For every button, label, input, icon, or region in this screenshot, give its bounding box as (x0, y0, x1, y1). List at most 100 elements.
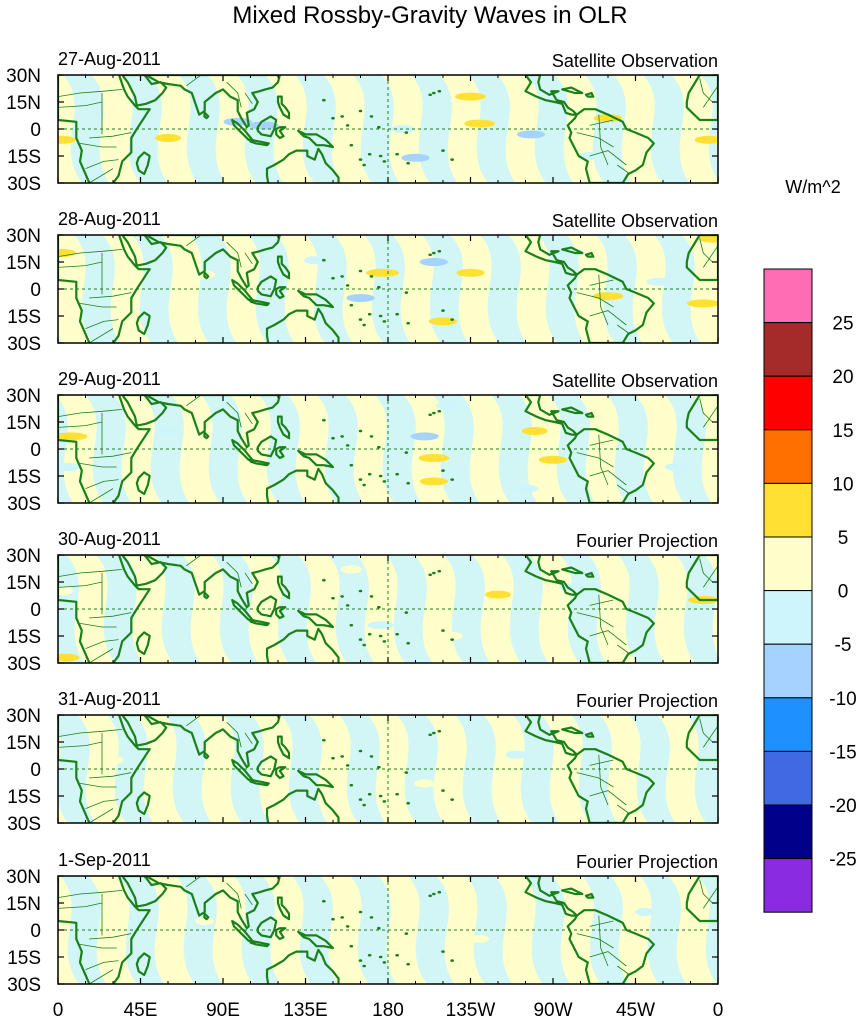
map-panel: 30N 15N 0 15S 30S 30-Aug-2011 Fourier Projecti… (6, 529, 719, 675)
x-tick-label: 180 (372, 1000, 404, 1021)
island (437, 89, 442, 93)
anomaly-blob (455, 92, 486, 101)
island (441, 950, 445, 953)
anomaly-blob (155, 134, 181, 142)
country-border (58, 249, 123, 257)
y-tick-label: 15S (7, 147, 41, 168)
anomaly-blob (635, 908, 655, 916)
coastline (58, 715, 151, 823)
coastline (265, 467, 340, 503)
island (369, 916, 374, 919)
y-tick-label: 30S (7, 654, 41, 675)
island (377, 605, 381, 609)
y-tick-label: 0 (30, 600, 41, 621)
y-tick-label: 30N (6, 867, 41, 888)
island (450, 638, 454, 641)
country-border (226, 401, 242, 428)
country-border (186, 555, 202, 567)
country-border (89, 772, 132, 779)
country-border (616, 644, 631, 655)
country-border (79, 463, 117, 468)
island (345, 444, 350, 447)
country-border (58, 729, 123, 737)
country-border (589, 759, 614, 766)
coastline (685, 235, 718, 282)
country-border (85, 799, 119, 809)
coastline (203, 111, 210, 120)
anomaly-blob (430, 288, 456, 297)
x-tick-label: 45E (124, 1000, 158, 1021)
field-band (153, 555, 201, 663)
coastline (275, 927, 287, 941)
y-tick-label: 30N (6, 226, 41, 247)
island (322, 899, 326, 903)
country-border (244, 572, 253, 585)
island (395, 152, 399, 156)
coastline (685, 876, 718, 923)
island (395, 312, 399, 316)
country-border (702, 245, 718, 268)
anomaly-blob (58, 249, 76, 257)
anomaly-blob (470, 935, 490, 943)
anomaly-blob (58, 135, 76, 144)
island (432, 892, 436, 896)
coastline (249, 458, 270, 467)
anomaly-blob (410, 432, 439, 441)
country-border (88, 648, 114, 663)
island (369, 755, 374, 758)
coastline (265, 147, 340, 183)
coastline (561, 887, 584, 896)
island (362, 643, 366, 647)
country-border (244, 732, 253, 745)
anomaly-blob (664, 463, 691, 471)
island (367, 152, 372, 156)
coastline (524, 555, 578, 596)
country-border (58, 581, 103, 588)
coastline (297, 129, 335, 149)
y-tick-label: 30N (6, 706, 41, 727)
colorbar: 25 20 15 10 5 0 -5 -10 -15 -20 -25 (763, 268, 857, 913)
country-border (589, 470, 627, 486)
country-border (598, 754, 609, 806)
coastline (121, 715, 168, 747)
country-border (616, 324, 631, 335)
island (362, 803, 366, 807)
island (358, 478, 363, 481)
country-border (58, 89, 123, 97)
country-border (186, 395, 202, 407)
country-border (186, 75, 202, 87)
coastline (249, 618, 270, 627)
country-border (89, 292, 132, 299)
y-tick-label: 30N (6, 66, 41, 87)
field-band (0, 230, 8, 348)
map-panel: 30N 15N 0 15S 30S 31-Aug-2011 Fourier Projecti… (6, 689, 719, 835)
island (340, 275, 344, 278)
field-band (164, 715, 212, 823)
field-band (327, 555, 375, 663)
y-tick-label: 30S (7, 334, 41, 355)
anomaly-blob (346, 294, 375, 302)
coastline (566, 268, 655, 343)
coastline (276, 95, 291, 120)
coastline (566, 909, 655, 984)
island (358, 158, 363, 161)
coastline (121, 395, 168, 427)
anomaly-blob (304, 256, 326, 265)
anomaly-blob (464, 119, 496, 128)
coastline (121, 876, 168, 908)
island (367, 632, 372, 636)
island (362, 483, 366, 487)
island (362, 323, 366, 327)
x-tick-label: 135E (283, 1000, 327, 1021)
y-tick-label: 15N (6, 253, 41, 274)
coastline (584, 731, 595, 738)
coastline (203, 591, 210, 600)
colorbar-swatch (763, 858, 813, 913)
coastline (297, 609, 335, 629)
colorbar-level-label: 15 (832, 421, 853, 442)
coastline (297, 930, 335, 950)
country-border (576, 452, 614, 468)
field-band (700, 75, 718, 180)
island (331, 116, 335, 120)
field-band (247, 235, 295, 343)
